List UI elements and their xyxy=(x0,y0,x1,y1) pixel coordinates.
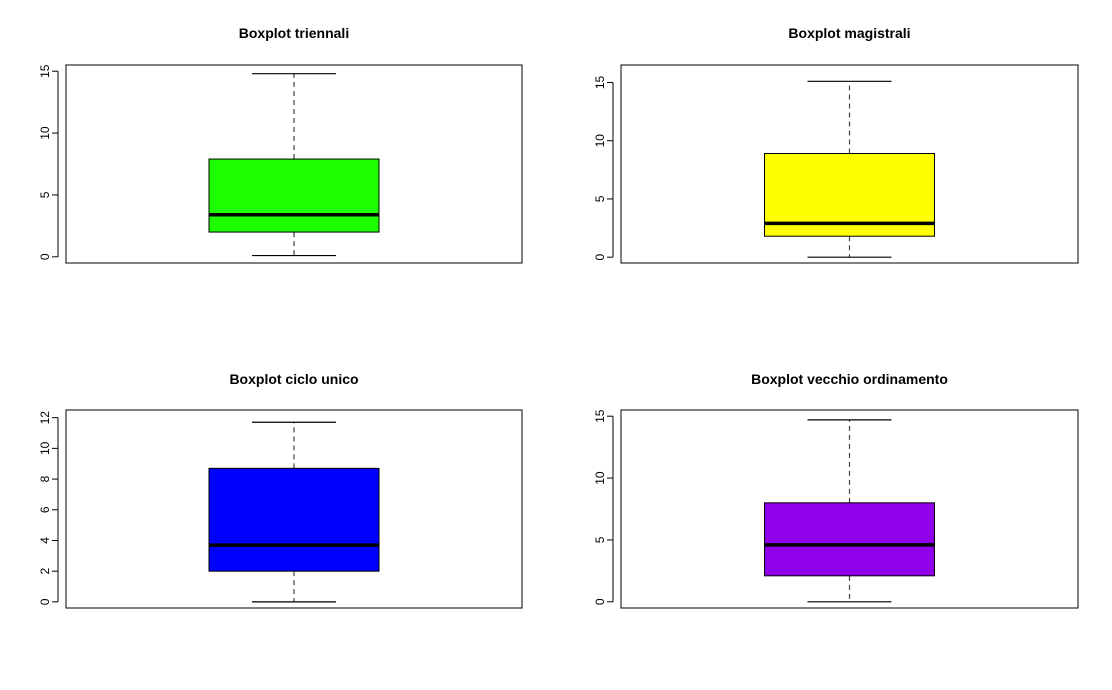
boxplot-panel-2: Boxplot magistrali 0 5 10 15 xyxy=(593,25,1079,264)
chart-title: Boxplot triennali xyxy=(239,25,349,41)
y-tick-label: 10 xyxy=(38,441,52,455)
y-tick-label: 0 xyxy=(38,253,52,260)
y-tick-label: 15 xyxy=(593,75,607,89)
y-tick-label: 15 xyxy=(38,64,52,78)
y-tick-label: 0 xyxy=(593,254,607,261)
plot-frame xyxy=(620,409,1079,609)
boxplot-panel-1: Boxplot triennali 0 5 10 15 xyxy=(38,25,523,264)
y-tick-label: 0 xyxy=(593,598,607,605)
iqr-box xyxy=(208,158,380,233)
y-tick-label: 5 xyxy=(593,195,607,202)
y-tick-label: 12 xyxy=(38,411,52,425)
plot-frame xyxy=(620,64,1079,264)
y-tick-label: 5 xyxy=(38,191,52,198)
y-tick-label: 4 xyxy=(38,537,52,544)
y-tick-label: 10 xyxy=(38,126,52,140)
y-tick-label: 8 xyxy=(38,475,52,482)
iqr-box xyxy=(208,467,380,572)
y-tick-label: 2 xyxy=(38,568,52,575)
boxplot-panel-3: Boxplot ciclo unico 0 2 4 6 8 10 12 xyxy=(38,371,523,609)
plot-frame xyxy=(65,409,523,609)
y-tick-label: 15 xyxy=(593,409,607,423)
iqr-box xyxy=(764,502,935,577)
chart-title: Boxplot magistrali xyxy=(788,25,910,41)
chart-title: Boxplot vecchio ordinamento xyxy=(751,371,948,387)
y-tick-label: 0 xyxy=(38,598,52,605)
y-tick-label: 6 xyxy=(38,506,52,513)
y-tick-label: 10 xyxy=(593,134,607,148)
plot-frame xyxy=(65,64,523,264)
chart-title: Boxplot ciclo unico xyxy=(229,371,358,387)
y-tick-label: 10 xyxy=(593,471,607,485)
y-tick-label: 5 xyxy=(593,536,607,543)
boxplot-panel-4: Boxplot vecchio ordinamento 0 5 10 15 xyxy=(593,371,1079,609)
